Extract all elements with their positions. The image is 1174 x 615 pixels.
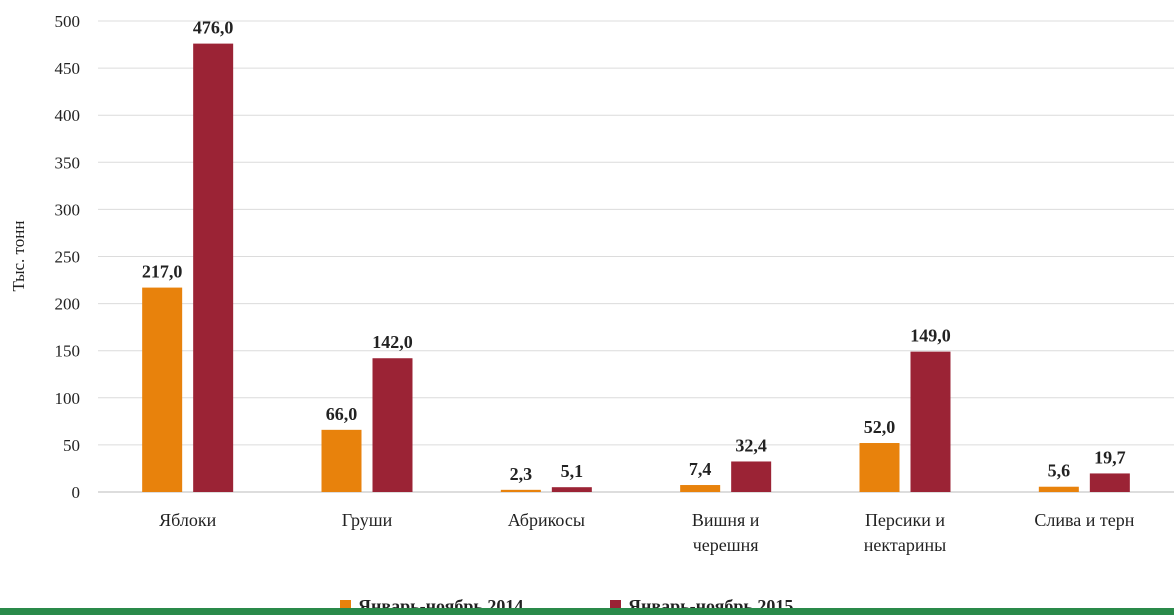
y-axis-ticks: 0 50 100 150 200 250 300 350 400 450 500	[55, 12, 81, 502]
bar	[680, 485, 721, 492]
category-label: Яблоки	[159, 510, 216, 530]
bar	[1038, 486, 1079, 492]
bar	[321, 429, 362, 492]
gridlines	[98, 20, 1174, 493]
data-label: 5,6	[1048, 461, 1071, 481]
y-tick-label: 250	[55, 248, 81, 267]
legend-swatch	[340, 600, 351, 611]
bottom-band	[0, 608, 1174, 615]
data-label: 2,3	[510, 464, 533, 484]
data-label: 149,0	[910, 326, 951, 346]
data-label: 476,0	[193, 18, 234, 38]
y-tick-label: 400	[55, 106, 81, 125]
bar	[731, 461, 772, 492]
legend-swatch	[610, 600, 621, 611]
data-labels: 217,0 476,0 66,0 142,0 2,3 5,1 7,4 32,4 52,0 149,…	[142, 18, 1126, 484]
y-axis-title: Тыс. тонн	[9, 221, 28, 292]
bar	[910, 351, 951, 492]
data-label: 66,0	[326, 404, 358, 424]
category-label: нектарины	[864, 535, 947, 555]
category-label: Персики и	[865, 510, 945, 530]
bars	[142, 43, 1130, 492]
bar	[193, 43, 234, 492]
bar	[372, 358, 413, 492]
y-tick-label: 150	[55, 342, 81, 361]
y-tick-label: 450	[55, 59, 81, 78]
data-label: 5,1	[561, 461, 584, 481]
y-tick-label: 350	[55, 153, 81, 172]
bar	[500, 489, 541, 492]
category-label: Груши	[342, 510, 393, 530]
y-tick-label: 0	[72, 483, 81, 502]
y-tick-label: 500	[55, 12, 81, 31]
bar	[859, 443, 900, 492]
y-tick-label: 50	[63, 436, 80, 455]
category-label: Слива и терн	[1034, 510, 1134, 530]
bar	[551, 487, 592, 492]
x-axis-categories: Яблоки Груши Абрикосы Вишня и черешня Персики…	[159, 510, 1135, 555]
bar	[1089, 473, 1130, 492]
data-label: 32,4	[735, 435, 767, 455]
category-label: Вишня и	[692, 510, 760, 530]
category-label: Абрикосы	[508, 510, 585, 530]
y-tick-label: 100	[55, 389, 81, 408]
category-label: черешня	[693, 535, 759, 555]
data-label: 142,0	[372, 332, 413, 352]
y-tick-label: 200	[55, 295, 81, 314]
bar	[142, 287, 183, 492]
data-label: 19,7	[1094, 447, 1126, 467]
data-label: 7,4	[689, 459, 712, 479]
data-label: 217,0	[142, 262, 183, 282]
y-tick-label: 300	[55, 200, 81, 219]
data-label: 52,0	[864, 417, 896, 437]
